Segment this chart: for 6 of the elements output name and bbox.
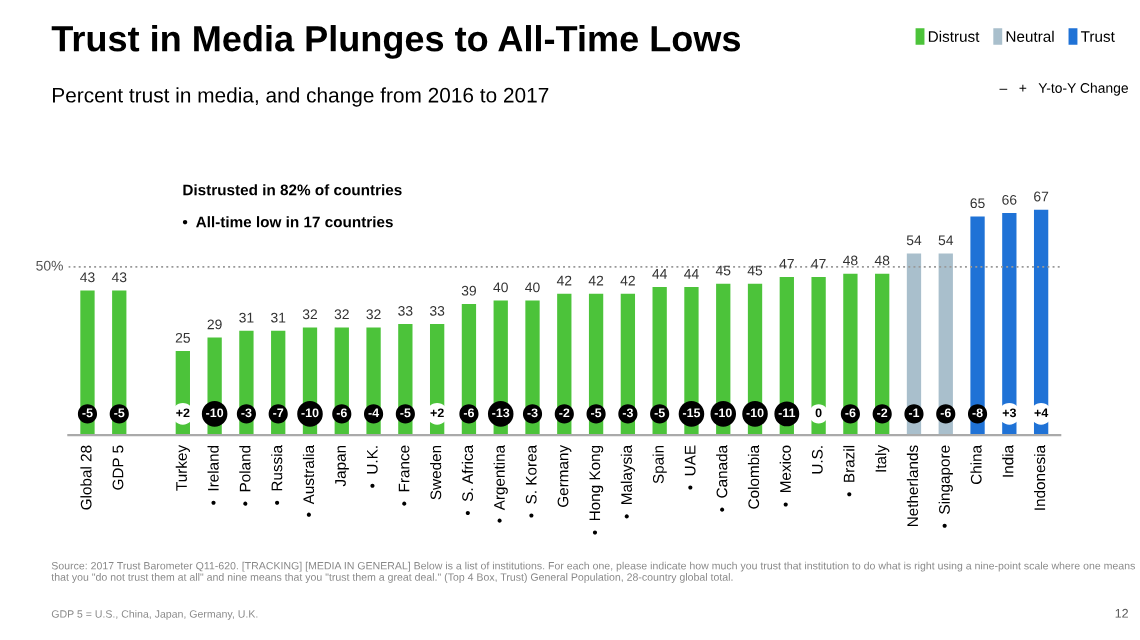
- bar: [843, 273, 858, 436]
- chart-subtitle: Percent trust in media, and change from 2016 to 2017: [53, 87, 549, 107]
- chart-title: Trust in Media Plunges to All-Time Lows: [51, 25, 741, 59]
- bar: [525, 300, 540, 436]
- bar: [970, 216, 985, 436]
- bar: [811, 277, 826, 436]
